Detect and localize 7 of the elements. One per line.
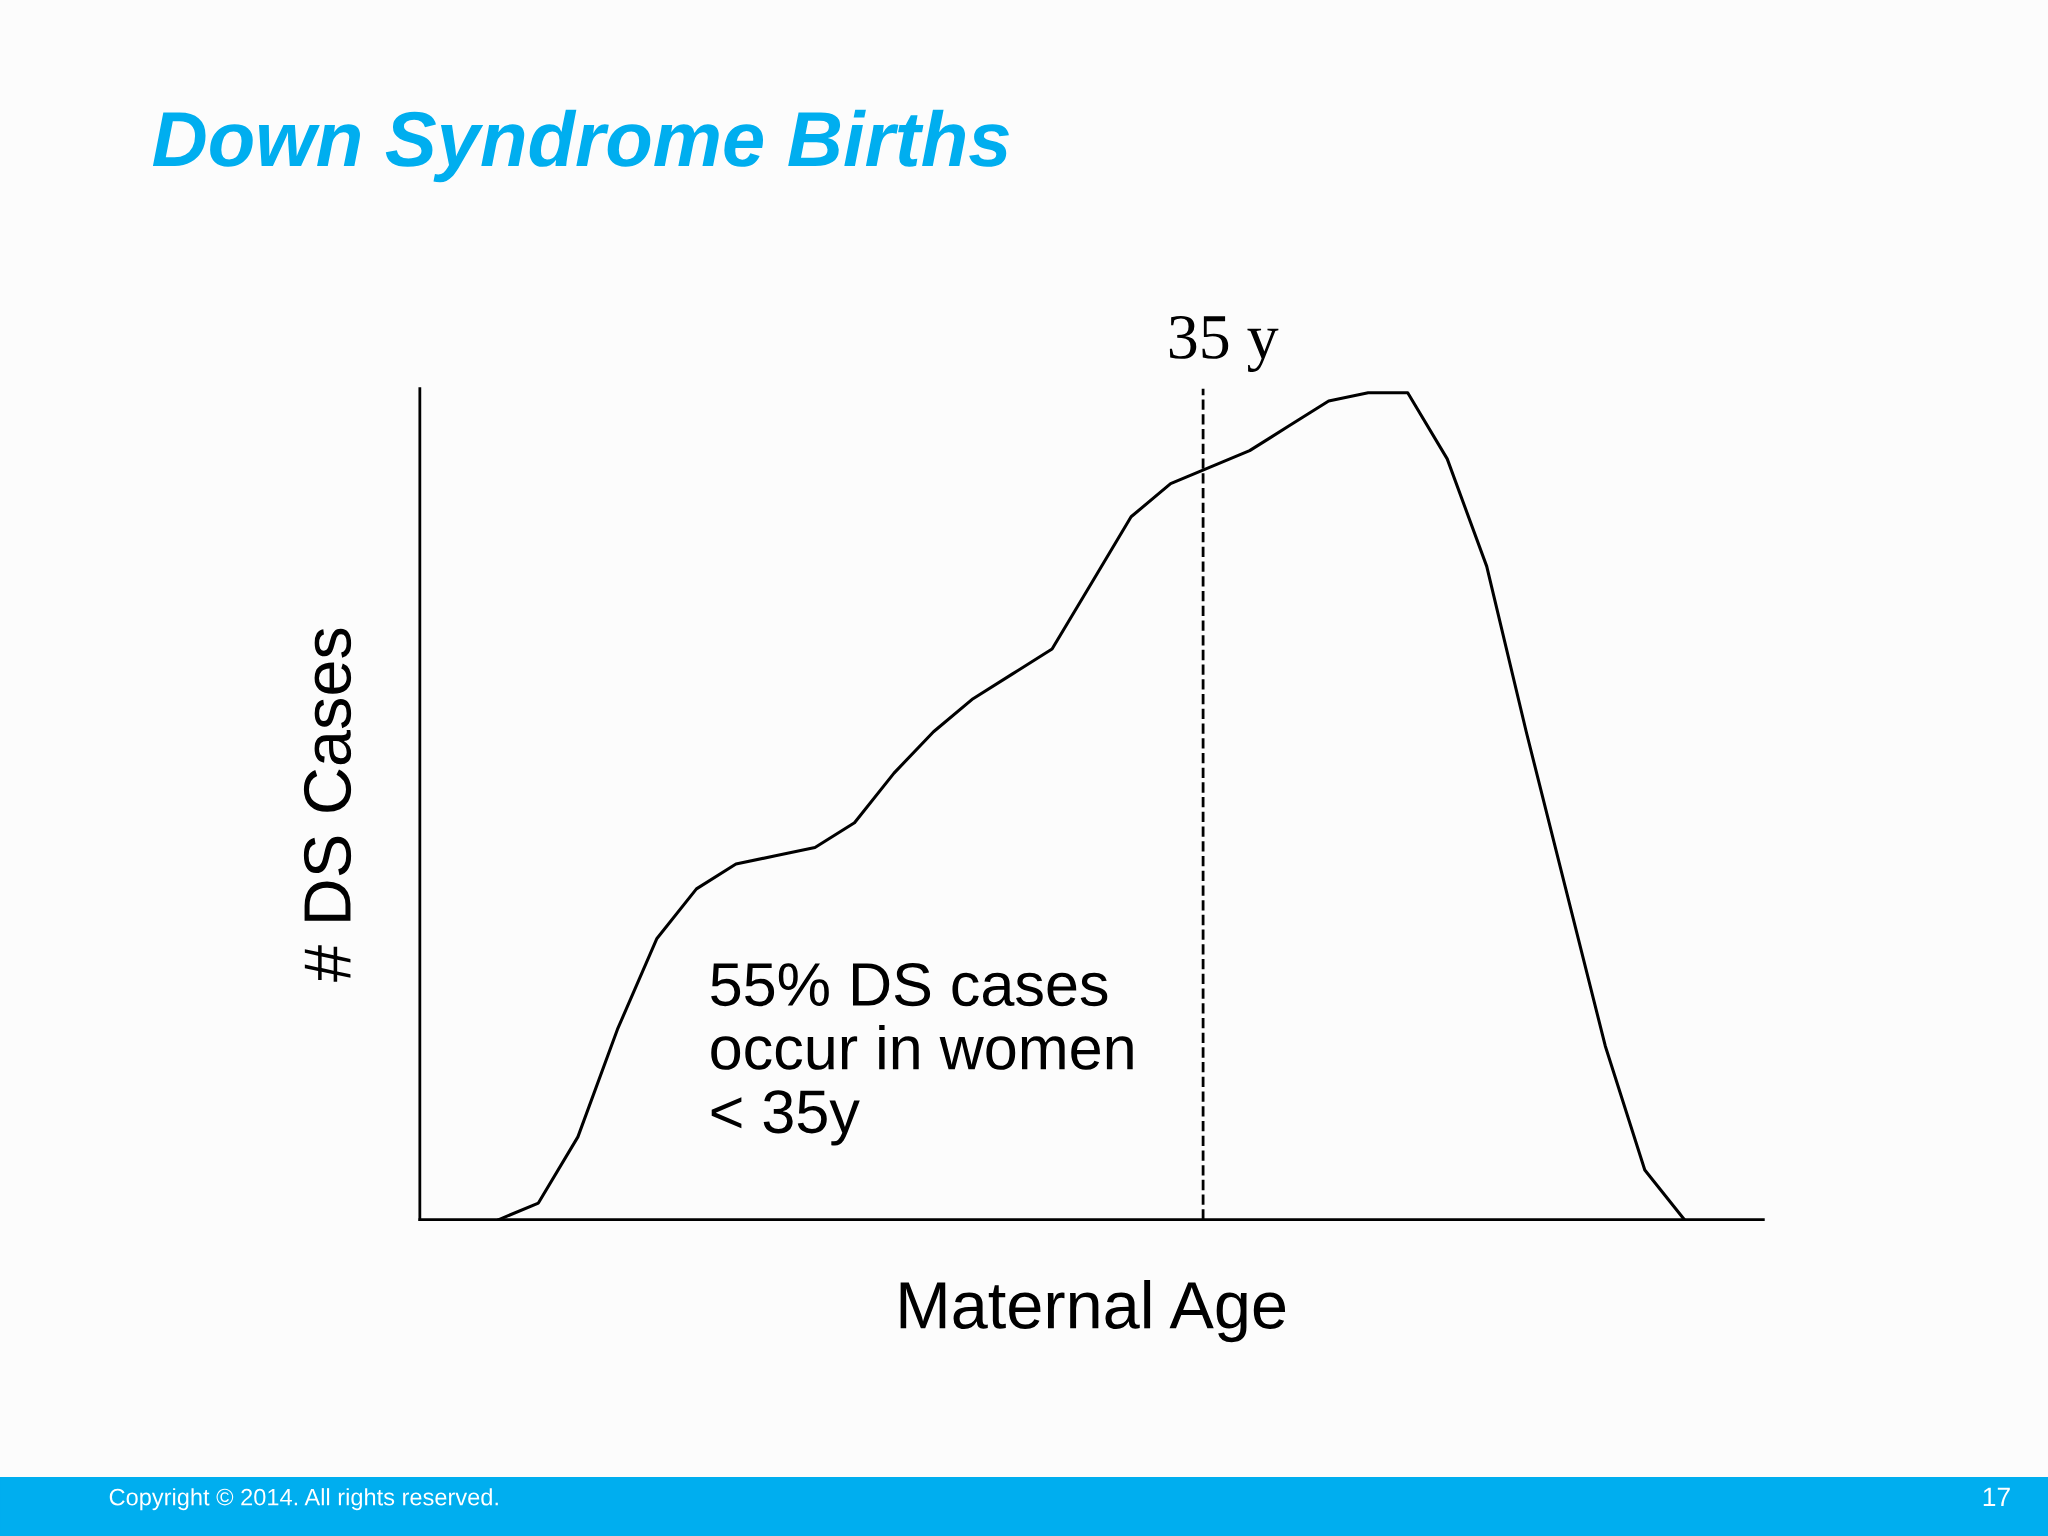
annotation: 55% DS cases occur in women < 35y <box>711 962 1133 1146</box>
y-axis-title: # DS Cases <box>303 628 352 982</box>
x-axis-title: Maternal Age <box>900 1280 1286 1343</box>
text: 17 <box>1983 1487 2010 1506</box>
chart-title: Down Syndrome Births <box>152 109 1009 183</box>
text: 35 y <box>1169 315 1279 372</box>
text: Copyright © 2014. All rights reserved. <box>109 1488 498 1511</box>
